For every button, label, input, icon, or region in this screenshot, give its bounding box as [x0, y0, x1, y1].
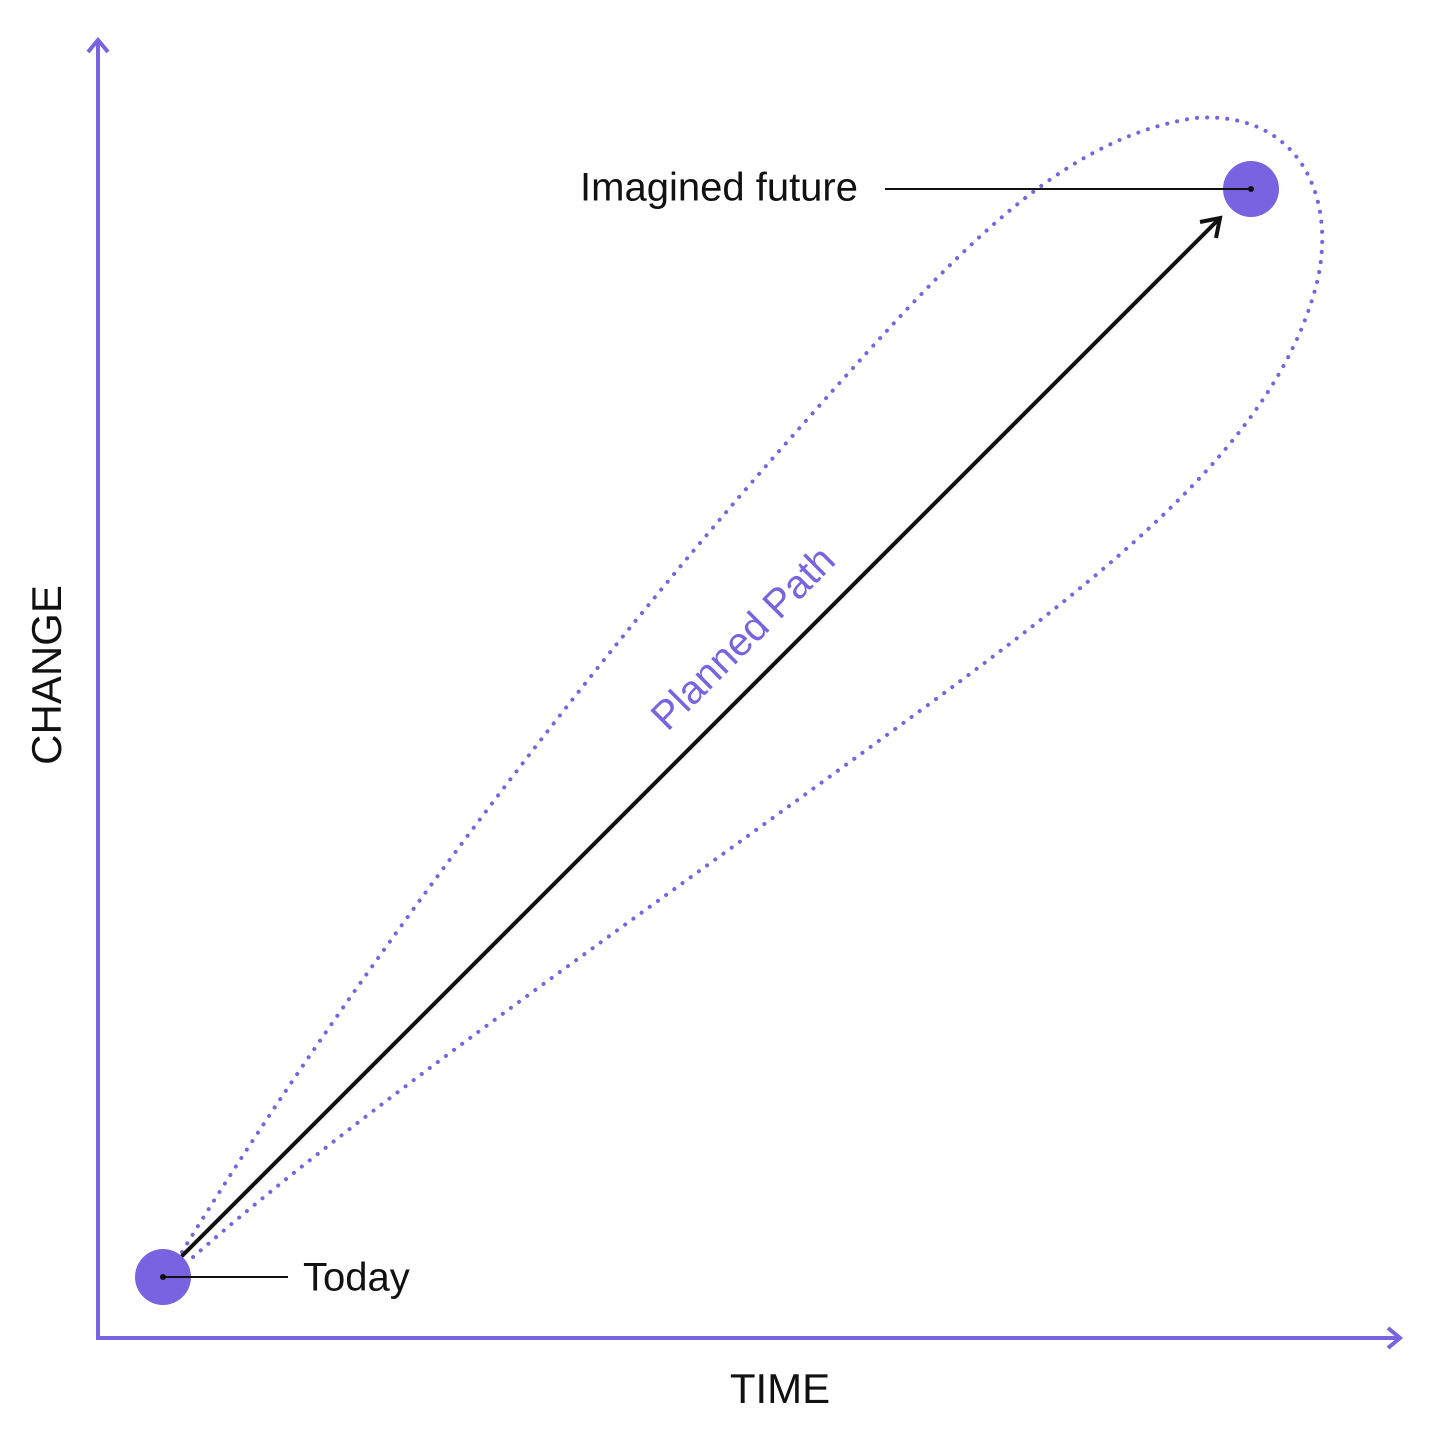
today-center: [160, 1274, 166, 1280]
planned-path-arrow: [178, 218, 1220, 1260]
x-axis-label: TIME: [730, 1365, 830, 1412]
possibility-envelope: [180, 115, 1325, 1260]
planned-path-arrowhead: [1199, 215, 1223, 239]
y-axis-arrow: [86, 36, 110, 54]
today-label: Today: [303, 1256, 410, 1300]
future-label: Imagined future: [580, 166, 858, 210]
x-axis-arrow: [1386, 1326, 1404, 1350]
future-center: [1248, 186, 1254, 192]
y-axis-label: CHANGE: [23, 585, 70, 765]
